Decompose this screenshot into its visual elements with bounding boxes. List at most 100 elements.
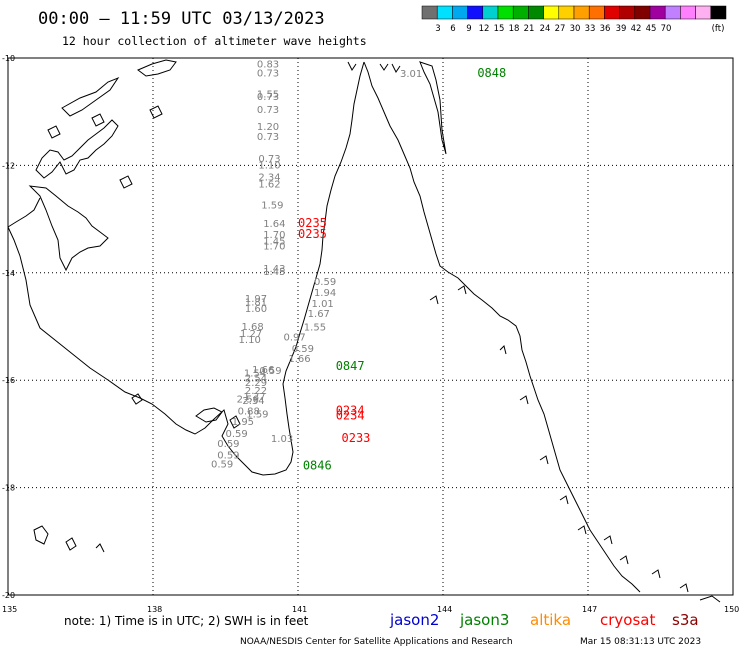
wave-height-readings: 0.830.731.550.730.731.200.730.731.102.34… xyxy=(211,59,422,470)
color-scale-label: 27 xyxy=(555,24,566,34)
swh-value: 1.20 xyxy=(257,122,279,133)
swh-value: 0.59 xyxy=(217,439,239,450)
pass-time-label: 0847 xyxy=(336,359,365,373)
swh-value: 0.59 xyxy=(211,459,233,470)
swh-value: 1.62 xyxy=(258,180,280,191)
swh-value: 2.34 xyxy=(242,396,264,407)
swh-value: 0.88 xyxy=(238,406,260,417)
swh-value: 1.45 xyxy=(263,237,285,248)
color-scale-swatch xyxy=(695,5,712,20)
pass-time-label: 0235 xyxy=(298,216,327,230)
swh-value: 1.27 xyxy=(240,329,262,340)
lat-tick-label: -10 xyxy=(2,54,15,63)
legend-s3a: s3a xyxy=(672,611,699,629)
swh-value: 1.68 xyxy=(241,322,263,333)
swh-value: 3.01 xyxy=(400,69,422,80)
swh-value: 1.03 xyxy=(271,434,293,445)
swh-value: 1.43 xyxy=(263,264,285,275)
pass-time-label: 0233 xyxy=(342,431,371,445)
swh-value: 1.70 xyxy=(263,241,285,252)
swh-value: 1.81 xyxy=(245,297,267,308)
swh-value: 1.10 xyxy=(239,335,261,346)
swh-value: 1.37 xyxy=(243,392,265,403)
gridlines xyxy=(8,58,733,595)
color-scale-swatch xyxy=(680,5,696,20)
swh-value: 2.29 xyxy=(245,378,267,389)
swh-value: 0.59 xyxy=(259,366,281,377)
map-subtitle: 12 hour collection of altimeter wave hei… xyxy=(62,34,367,48)
mission-legend: jason2 jason3 altika cryosat s3a xyxy=(389,611,699,629)
lat-tick-label: -14 xyxy=(2,269,15,278)
pass-time-label: 0235 xyxy=(298,227,327,241)
footer-agency: NOAA/NESDIS Center for Satellite Applica… xyxy=(240,637,513,647)
pass-time-label: 0234 xyxy=(336,403,365,417)
color-scale-label: 39 xyxy=(616,24,627,34)
lon-tick-label: 138 xyxy=(147,605,162,614)
color-scale-swatch xyxy=(588,5,605,20)
swh-value: 0.73 xyxy=(258,154,280,165)
axis-tick-labels: -10 -12 -14 -16 -18 -20 135 138 141 144 147 150 xyxy=(2,54,739,614)
color-scale-label: 42 xyxy=(631,24,642,34)
color-scale-swatch xyxy=(710,5,727,20)
coastline xyxy=(7,59,721,603)
swh-value: 1.64 xyxy=(263,219,285,230)
lon-tick-label: 144 xyxy=(437,605,452,614)
color-scale-label: 15 xyxy=(494,24,505,34)
swh-value: 1.45 xyxy=(263,267,285,278)
legend-jason3: jason3 xyxy=(459,611,509,629)
color-scale-label: 36 xyxy=(600,24,611,34)
legend-altika: altika xyxy=(530,611,571,629)
color-scale-label: 30 xyxy=(570,24,581,34)
swh-value: 1.70 xyxy=(263,230,285,241)
color-scale-swatch xyxy=(604,5,620,20)
swh-value: 2.56 xyxy=(237,394,259,405)
color-scale-swatch xyxy=(436,5,453,20)
lat-tick-label: -18 xyxy=(2,484,15,493)
swh-value: 1.66 xyxy=(288,354,310,365)
lat-tick-label: -20 xyxy=(2,591,15,600)
lon-tick-label: 147 xyxy=(582,605,597,614)
map-title: 00:00 – 11:59 UTC 03/13/2023 xyxy=(38,9,325,29)
swh-value: 1.97 xyxy=(245,294,267,305)
pass-time-label: 0848 xyxy=(477,66,506,80)
color-scale-label: 33 xyxy=(585,24,596,34)
swh-value: 0.59 xyxy=(217,450,239,461)
color-scale-label: 45 xyxy=(646,24,657,34)
swh-value: 0.73 xyxy=(257,68,279,79)
swh-value: 1.59 xyxy=(246,409,268,420)
color-scale-swatch xyxy=(528,5,544,20)
color-scale-label: 9 xyxy=(466,24,471,34)
map-area xyxy=(7,57,734,603)
pass-time-label: 0846 xyxy=(303,459,332,473)
swh-value: 0.73 xyxy=(257,105,279,116)
lon-tick-label: 141 xyxy=(292,605,307,614)
swh-value: 1.67 xyxy=(308,309,330,320)
swh-value: 1.10 xyxy=(258,160,280,171)
color-scale-swatch xyxy=(573,5,590,20)
color-scale-label: 24 xyxy=(540,24,551,34)
color-scale-swatch xyxy=(421,5,438,20)
swh-value: 2.22 xyxy=(245,386,267,397)
swh-value: 1.55 xyxy=(304,323,326,334)
swh-value: 1.66 xyxy=(252,365,274,376)
color-scale-swatch xyxy=(558,5,575,20)
color-scale-label: 6 xyxy=(450,24,455,34)
swh-value: 1.60 xyxy=(245,304,267,315)
color-scale-swatch xyxy=(664,5,681,20)
swh-value: 1.59 xyxy=(261,201,283,212)
pass-time-label: 0234 xyxy=(336,409,365,423)
color-scale-swatch xyxy=(512,5,529,20)
color-scale-label: 12 xyxy=(479,24,490,34)
lon-tick-label: 150 xyxy=(724,605,739,614)
swh-value: 1.54 xyxy=(244,369,266,380)
swh-value: 0.83 xyxy=(257,59,279,70)
swh-value: 0.59 xyxy=(226,429,248,440)
lon-tick-label: 135 xyxy=(2,605,17,614)
color-scale-swatch xyxy=(467,5,484,20)
swh-value: 1.55 xyxy=(257,89,279,100)
color-scale-swatch xyxy=(634,5,651,20)
legend-jason2: jason2 xyxy=(389,611,439,629)
swh-value: 0.59 xyxy=(314,277,336,288)
